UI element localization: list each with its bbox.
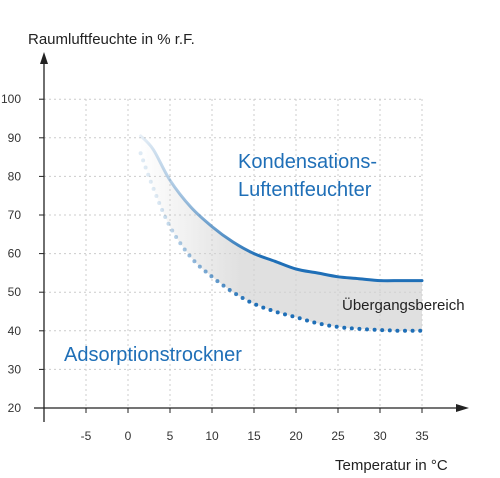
y-tick-label: 20 (8, 401, 22, 415)
x-tick-label: 5 (167, 429, 174, 443)
x-axis-arrow (456, 404, 469, 412)
x-tick-label: 30 (373, 429, 387, 443)
x-tick-label: 20 (289, 429, 303, 443)
series-adsorption-dot (342, 325, 347, 330)
series-adsorption-dot (174, 235, 179, 239)
series-adsorption-dot (357, 326, 362, 331)
series-adsorption-dot (365, 327, 369, 332)
series-label-kondensations-line1: Kondensations- (238, 151, 377, 173)
series-adsorption-dot (215, 279, 220, 284)
band-label: Übergangsbereich (342, 296, 465, 314)
series-adsorption-dot (146, 172, 151, 177)
series-adsorption-dot (334, 324, 339, 329)
series-adsorption-dot (187, 253, 192, 258)
transition-band-area (140, 135, 422, 331)
series-adsorption-dot (178, 241, 183, 246)
y-axis-title: Raumluftfeuchte in % r.F. (28, 31, 195, 48)
series-adsorption-dot (261, 305, 266, 310)
ticks: 20 30 40 50 60 70 80 90 100 -5 0 5 10 15 20 25 30 35 (1, 92, 429, 443)
series-adsorption-dot (203, 269, 208, 274)
y-tick-label: 40 (8, 324, 22, 338)
transition-band (140, 135, 422, 331)
series-adsorption-dot (192, 259, 197, 264)
series-adsorption-dot (197, 264, 202, 269)
x-tick-label: 35 (415, 429, 429, 443)
series-adsorption-dot (349, 326, 354, 331)
series-label-adsorption: Adsorptionstrockner (64, 344, 242, 366)
series-adsorption-dot (182, 247, 187, 252)
series-adsorption-dot (148, 179, 153, 184)
x-tick-label: 0 (125, 429, 132, 443)
series-adsorption-dot (163, 215, 168, 219)
series-adsorption-dot (418, 328, 423, 333)
series-adsorption-dot (380, 328, 385, 333)
series-adsorption-dot (221, 283, 226, 288)
axes (34, 52, 469, 422)
series-adsorption-dot (297, 316, 302, 321)
series-adsorption-dot (240, 296, 245, 300)
series-adsorption-dot (403, 328, 407, 333)
y-tick-label: 70 (8, 208, 22, 222)
series-adsorption-dot (372, 327, 377, 332)
series-adsorption-dot (268, 308, 273, 312)
series-adsorption-dot (247, 299, 252, 304)
series-adsorption-dot (154, 194, 159, 198)
series-adsorption-dot (143, 165, 148, 170)
series-label-kondensations: Kondensations- Luftentfeuchter (238, 151, 377, 201)
x-tick-label: -5 (81, 429, 92, 443)
series-adsorption-dot (290, 314, 295, 319)
x-tick-label: 15 (247, 429, 261, 443)
series-adsorption-dot (170, 228, 175, 233)
series-adsorption-dot (305, 318, 309, 323)
series-adsorption-dot (395, 328, 400, 333)
series-adsorption-dot (410, 328, 415, 333)
series-adsorption-dot (283, 312, 287, 317)
series-adsorption-dot (157, 201, 162, 205)
series-kondensations-line (139, 134, 424, 283)
series-adsorption-dot (254, 302, 259, 307)
series-adsorption-dot (319, 322, 324, 327)
x-tick-label: 10 (205, 429, 219, 443)
y-tick-label: 90 (8, 131, 22, 145)
x-tick-label: 25 (331, 429, 345, 443)
series-adsorption-dot (312, 320, 317, 325)
series-adsorption-dot (160, 208, 165, 212)
series-adsorption-dot (209, 274, 214, 279)
series-adsorption-dot (275, 310, 280, 315)
y-tick-label: 30 (8, 362, 22, 376)
series-adsorption-dot (327, 323, 332, 328)
series-adsorption-dot (387, 328, 392, 333)
y-tick-label: 50 (8, 285, 22, 299)
series-adsorption-dot (151, 186, 156, 191)
y-tick-label: 100 (1, 92, 21, 106)
series-adsorption-dot (227, 288, 232, 292)
series-label-kondensations-line2: Luftentfeuchter (238, 179, 372, 201)
series-adsorption-dot (234, 292, 239, 297)
series-adsorption-dot (141, 158, 146, 163)
series (138, 134, 424, 333)
y-axis-arrow (40, 52, 48, 64)
series-adsorption-dot (138, 151, 143, 156)
y-tick-label: 60 (8, 247, 22, 261)
y-tick-label: 80 (8, 169, 22, 183)
x-axis-title: Temperatur in °C (335, 457, 448, 474)
series-adsorption-dot (166, 221, 171, 226)
